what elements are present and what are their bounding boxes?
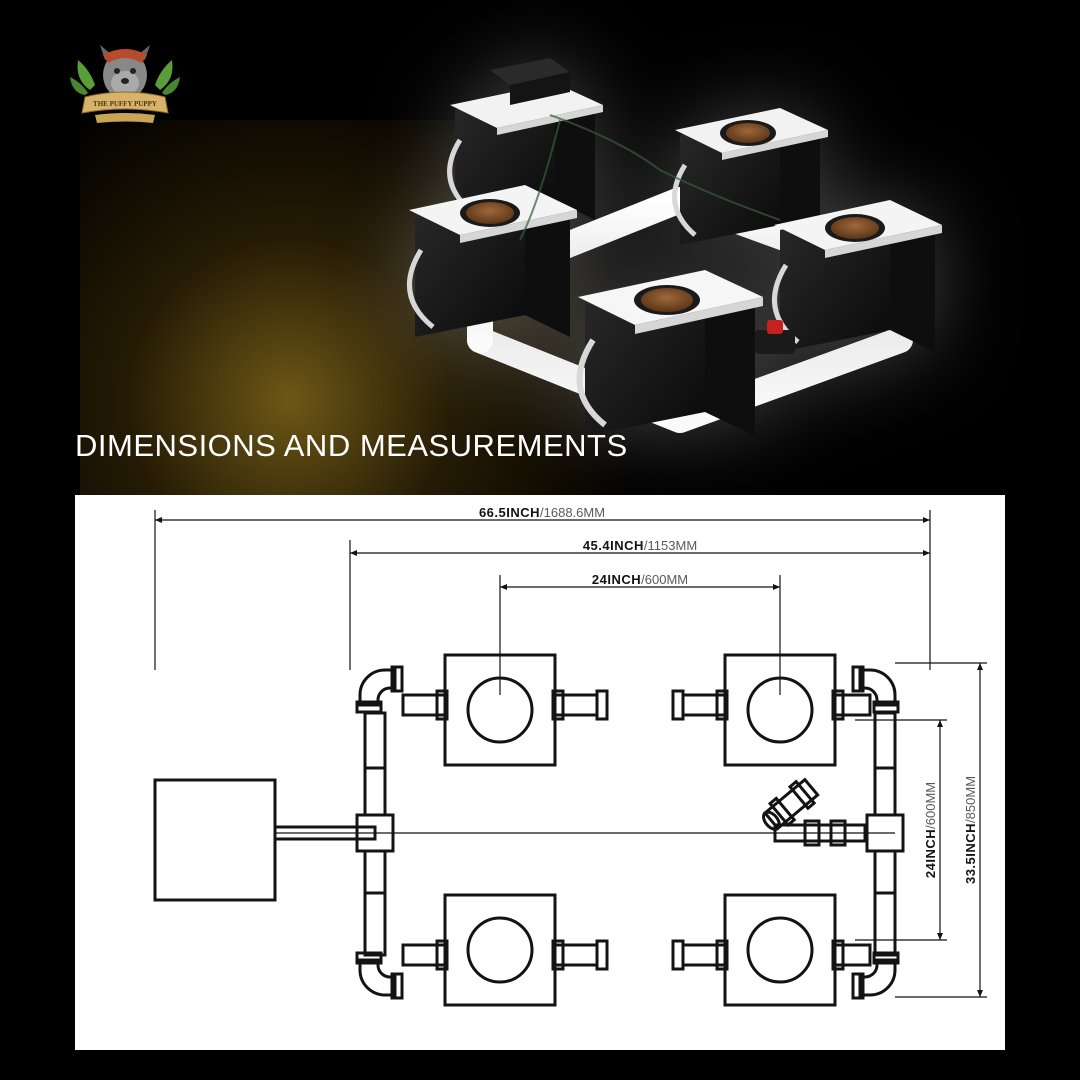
dim-spacing-y-mm: 600MM <box>923 782 938 825</box>
svg-text:45.4INCH/1153MM: 45.4INCH/1153MM <box>583 538 697 553</box>
dim-overall-height-mm: 850MM <box>963 776 978 819</box>
svg-text:24INCH/600MM: 24INCH/600MM <box>592 572 688 587</box>
section-heading: DIMENSIONS AND MEASUREMENTS <box>75 428 628 464</box>
dim-spacing-y-inch: 24INCH <box>923 829 938 878</box>
dim-spacing-x-mm: 600MM <box>645 572 688 587</box>
dim-overall-width-mm: 1688.6MM <box>544 505 605 520</box>
svg-text:33.5INCH/850MM: 33.5INCH/850MM <box>963 776 978 884</box>
svg-text:THE PUFFY PUPPY: THE PUFFY PUPPY <box>93 100 157 108</box>
dimensions-diagram: 66.5INCH/1688.6MM 45.4INCH/1153MM 24INCH… <box>75 495 1005 1050</box>
dim-inner-width-inch: 45.4INCH <box>583 538 644 553</box>
brand-logo: THE PUFFY PUPPY <box>70 35 180 130</box>
svg-text:66.5INCH/1688.6MM: 66.5INCH/1688.6MM <box>479 505 605 520</box>
dim-inner-width-mm: 1153MM <box>648 538 698 553</box>
dim-overall-height-inch: 33.5INCH <box>963 823 978 884</box>
dim-spacing-x-inch: 24INCH <box>592 572 641 587</box>
svg-text:24INCH/600MM: 24INCH/600MM <box>923 782 938 878</box>
dim-overall-width-inch: 66.5INCH <box>479 505 540 520</box>
product-photo <box>360 20 980 460</box>
